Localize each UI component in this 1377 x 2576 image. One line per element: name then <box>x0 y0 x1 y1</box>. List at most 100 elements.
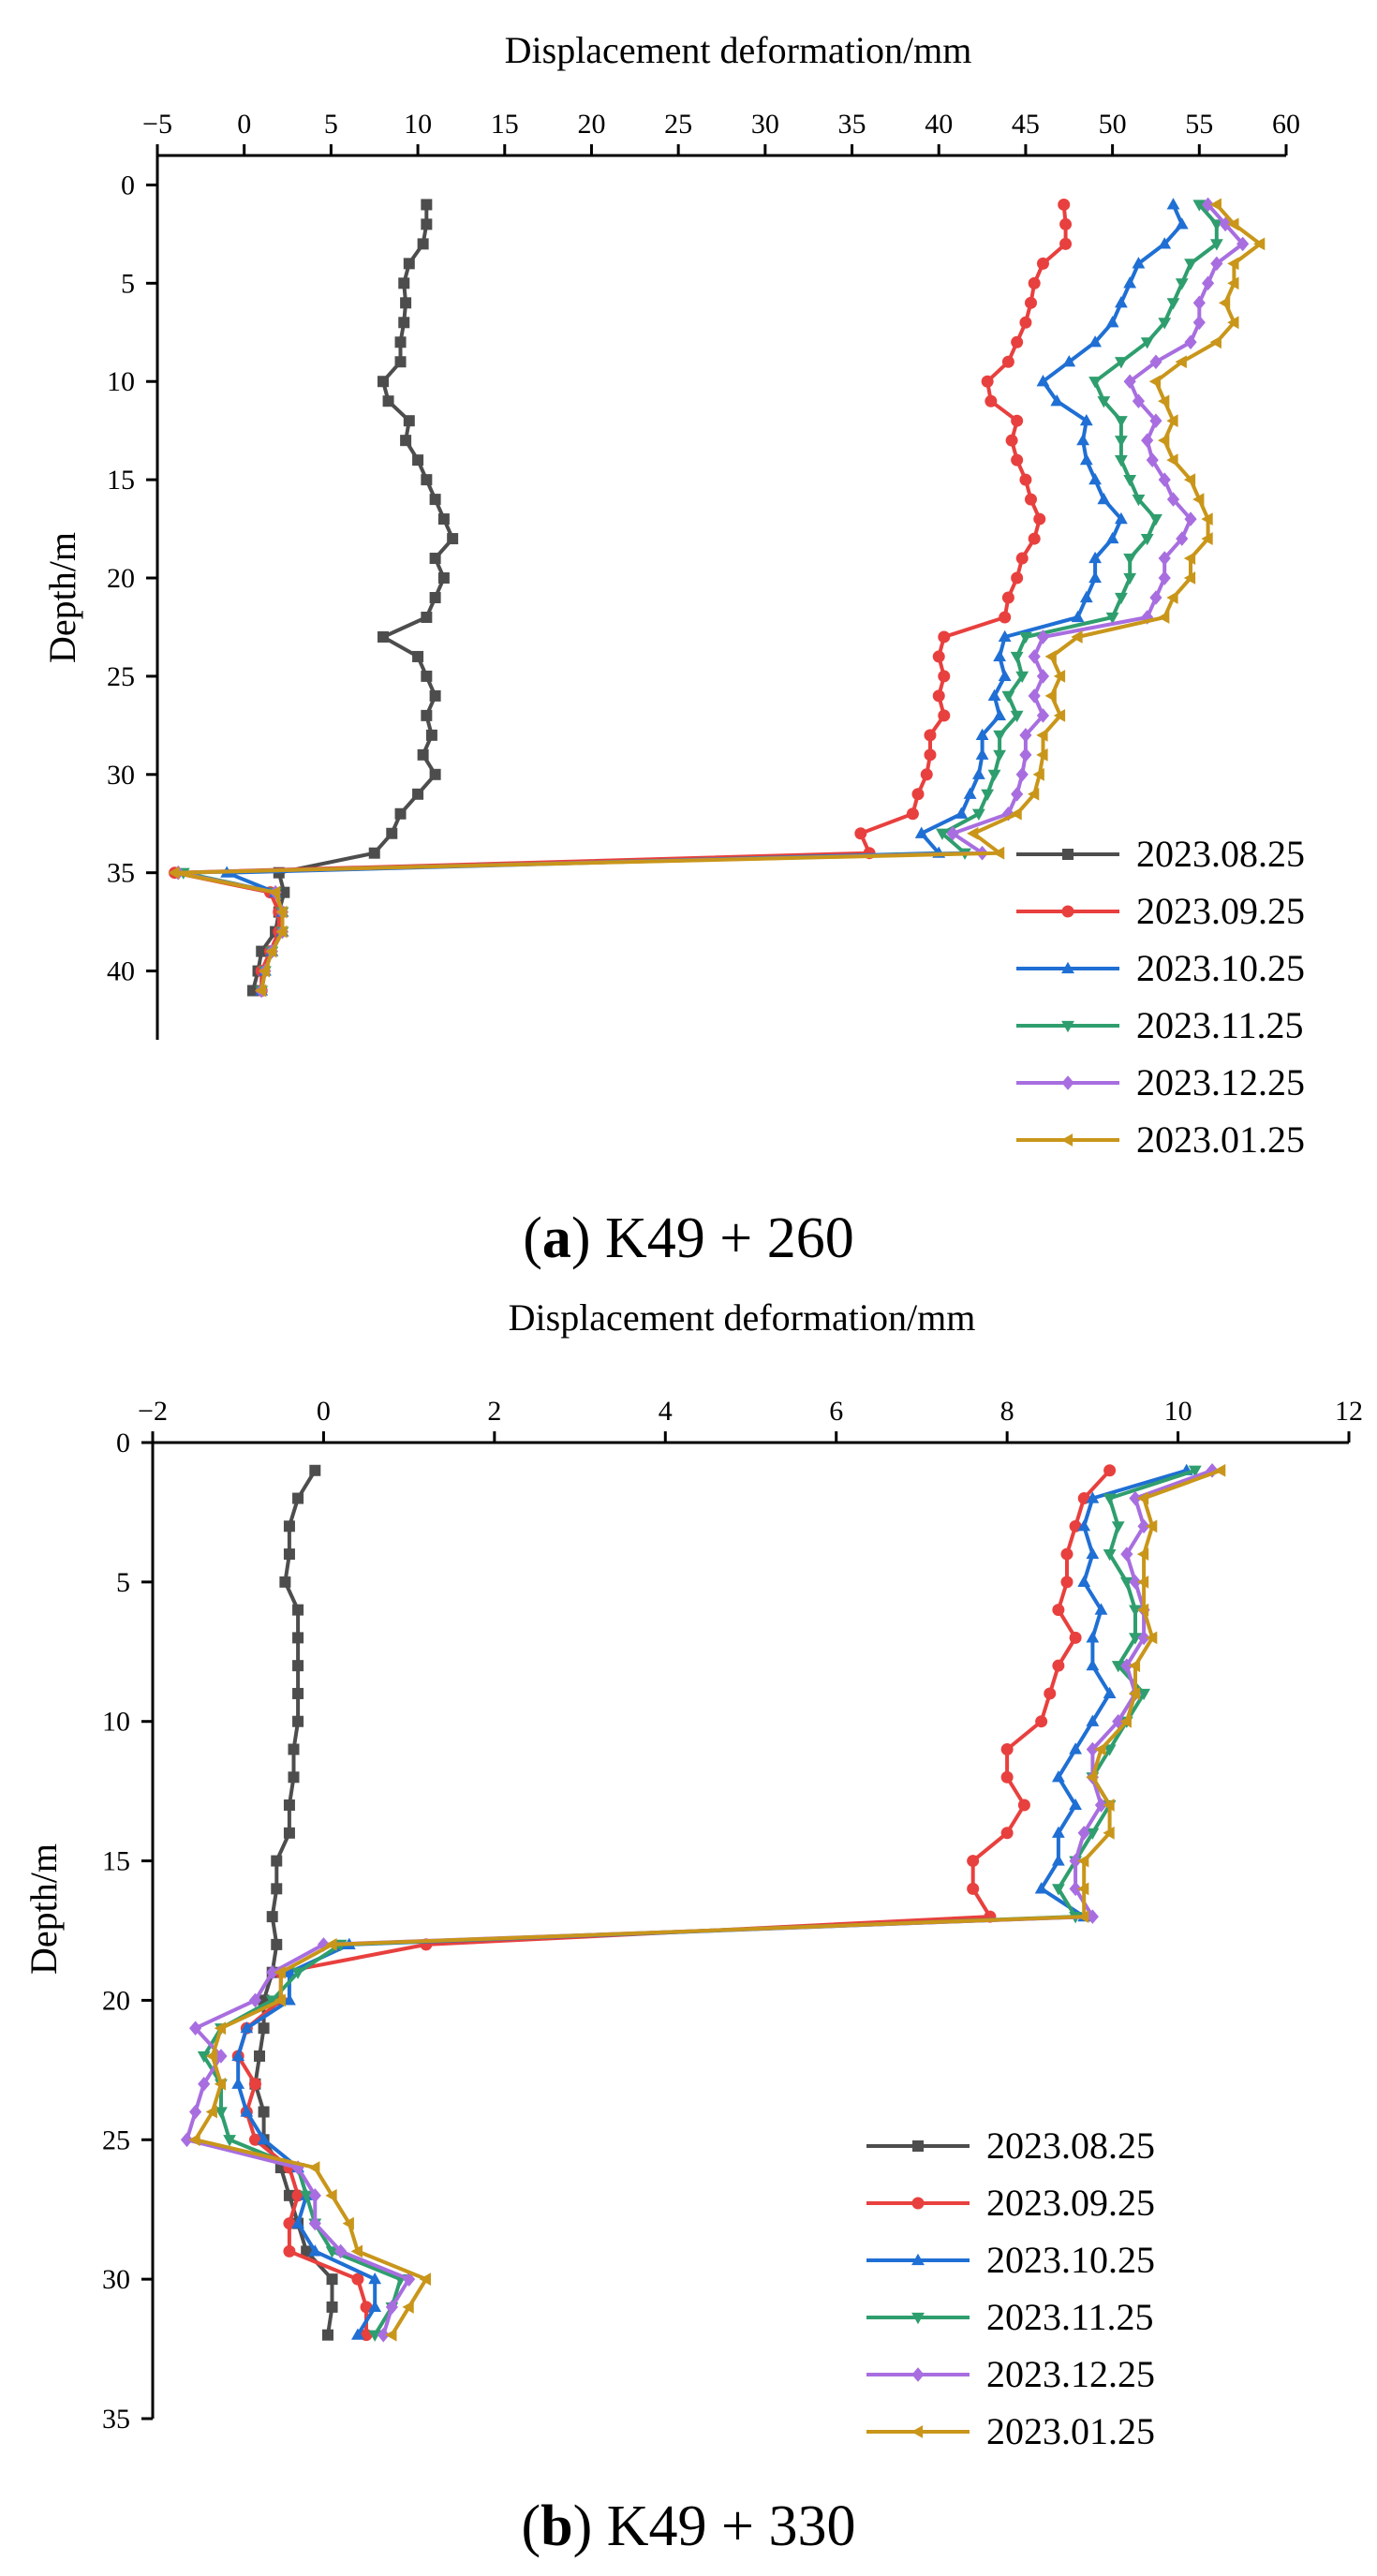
point-a-3-14 <box>1123 475 1137 487</box>
point-b-3-21 <box>197 2050 211 2064</box>
point-b-2-30 <box>368 2300 382 2313</box>
point-b-1-6 <box>1069 1631 1082 1644</box>
point-a-3-11 <box>1114 416 1128 428</box>
y-tick-label-b-7: 35 <box>102 2404 130 2435</box>
point-a-2-26 <box>993 708 1007 720</box>
point-b-5-27 <box>342 2216 354 2230</box>
legend-label-b-5: 2023.01.25 <box>986 2410 1155 2452</box>
x-tick-label-b-4: 6 <box>829 1396 843 1427</box>
point-b-1-8 <box>1044 1687 1057 1700</box>
point-a-2-31 <box>955 807 969 819</box>
point-b-5-14 <box>1077 1854 1089 1868</box>
point-b-5-10 <box>1094 1742 1106 1756</box>
x-tick-label-a-8: 35 <box>838 109 866 140</box>
point-b-1-7 <box>1052 1659 1065 1672</box>
point-b-4-1 <box>1129 1490 1142 1506</box>
point-b-4-19 <box>248 1992 262 2008</box>
legend-label-a-4: 2023.12.25 <box>1136 1061 1305 1103</box>
series-a-2023.01.25 <box>168 198 1266 998</box>
point-a-4-32 <box>946 825 959 841</box>
point-a-3-4 <box>1175 278 1189 290</box>
point-b-2-21 <box>231 2049 245 2062</box>
point-b-0-2 <box>283 1520 295 1532</box>
point-a-0-14 <box>421 474 433 486</box>
point-b-0-3 <box>283 1548 295 1561</box>
point-b-1-13 <box>1000 1827 1014 1840</box>
point-b-0-8 <box>292 1687 304 1699</box>
point-b-5-16 <box>1077 1910 1089 1924</box>
point-b-5-23 <box>205 2105 217 2119</box>
point-b-2-22 <box>231 2077 245 2089</box>
point-a-1-12 <box>1005 434 1018 447</box>
x-tick-label-a-6: 25 <box>664 109 692 140</box>
point-b-0-26 <box>283 2189 295 2201</box>
point-b-0-13 <box>283 1827 295 1839</box>
point-b-2-9 <box>1086 1714 1100 1726</box>
point-b-5-30 <box>402 2301 414 2314</box>
x-tick-label-a-9: 40 <box>925 109 953 140</box>
series-line-b-5 <box>193 1468 1222 2336</box>
point-a-5-2 <box>1252 237 1266 251</box>
point-b-3-31 <box>368 2330 382 2342</box>
point-b-1-9 <box>1035 1715 1048 1728</box>
point-a-4-2 <box>1236 236 1250 252</box>
point-a-2-3 <box>1132 257 1146 269</box>
point-a-1-1 <box>1059 217 1073 230</box>
point-a-5-13 <box>1166 453 1178 467</box>
point-b-3-2 <box>1111 1521 1125 1533</box>
y-tick-label-b-2: 10 <box>102 1707 130 1738</box>
point-b-4-29 <box>403 2272 416 2287</box>
y-tick-label-b-1: 5 <box>116 1567 130 1598</box>
point-a-2-20 <box>1079 590 1093 603</box>
legend-marker-b-3 <box>911 2312 925 2325</box>
point-a-5-40 <box>255 984 267 998</box>
legend-marker-b-5 <box>911 2425 924 2438</box>
point-a-0-2 <box>417 238 429 250</box>
point-a-3-10 <box>1097 396 1111 408</box>
point-a-1-11 <box>1011 414 1024 427</box>
y-tick-label-a-4: 20 <box>107 563 135 594</box>
point-a-1-9 <box>981 375 994 388</box>
point-a-4-22 <box>1036 629 1050 644</box>
caption-a: (a) K49 + 260 <box>523 1207 854 1270</box>
point-a-5-18 <box>1183 552 1196 565</box>
point-a-4-11 <box>1149 413 1162 428</box>
point-a-4-8 <box>1149 354 1162 370</box>
point-b-4-3 <box>1120 1547 1133 1562</box>
point-a-3-22 <box>1019 631 1032 644</box>
y-tick-label-b-4: 20 <box>102 1985 130 2016</box>
point-b-5-6 <box>1146 1631 1158 1645</box>
point-a-2-8 <box>1062 355 1076 367</box>
point-b-0-20 <box>258 2022 270 2035</box>
point-a-1-10 <box>985 394 998 407</box>
point-a-0-17 <box>447 533 459 545</box>
point-b-4-30 <box>385 2300 398 2315</box>
point-a-3-24 <box>1015 671 1029 684</box>
x-tick-label-a-13: 60 <box>1272 109 1300 140</box>
point-a-2-25 <box>987 688 1001 701</box>
point-a-5-36 <box>275 905 288 919</box>
point-b-5-21 <box>205 2050 217 2063</box>
caption-b: (b) K49 + 330 <box>521 2495 855 2558</box>
point-a-3-23 <box>1010 651 1024 664</box>
x-tick-label-a-11: 50 <box>1099 109 1127 140</box>
series-line-b-1 <box>236 1469 1112 2335</box>
point-a-0-30 <box>412 788 424 800</box>
y-tick-label-a-7: 35 <box>107 858 135 889</box>
y-tick-label-a-6: 30 <box>107 760 135 791</box>
point-b-2-1 <box>1086 1491 1100 1503</box>
point-b-5-2 <box>1146 1519 1158 1533</box>
x-tick-label-a-3: 10 <box>404 109 432 140</box>
point-a-1-8 <box>1001 355 1014 368</box>
point-a-5-39 <box>258 964 271 978</box>
x-tick-label-a-1: 0 <box>237 109 251 140</box>
legend-marker-a-1 <box>1061 905 1074 918</box>
point-b-4-20 <box>189 2021 202 2036</box>
point-b-3-8 <box>1137 1688 1150 1701</box>
point-a-3-21 <box>1105 612 1119 625</box>
series-a-2023.11.25 <box>176 200 1223 998</box>
point-b-4-0 <box>1206 1462 1219 1478</box>
point-a-3-25 <box>1001 690 1015 703</box>
point-b-1-24 <box>248 2133 261 2146</box>
point-a-0-33 <box>368 847 380 859</box>
